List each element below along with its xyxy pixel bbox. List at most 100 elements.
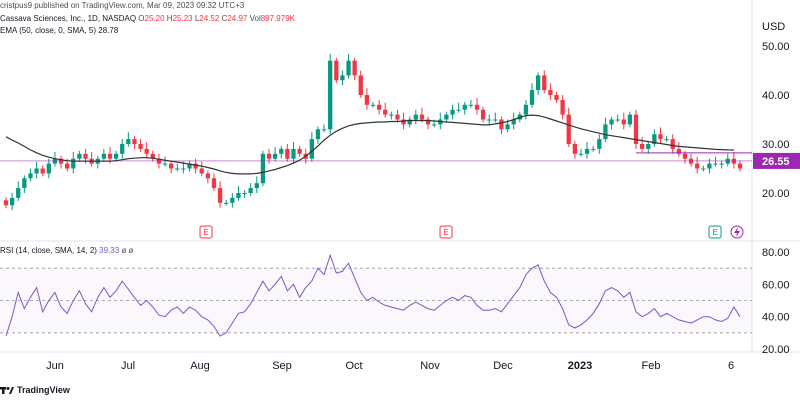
candle-body [211, 178, 217, 189]
candle-body [701, 168, 706, 170]
candle-body [505, 124, 510, 130]
earnings-letter: E [712, 228, 717, 237]
candle-body [707, 163, 712, 169]
volume-label: Vol [249, 14, 261, 23]
candle-body [279, 148, 284, 154]
candle-body [364, 95, 370, 105]
candle-body [162, 163, 168, 165]
candle-body [126, 139, 131, 144]
candle-body [383, 109, 388, 115]
ema-legend[interactable]: EMA (50, close, 0, SMA, 5) 28.78 [0, 25, 118, 37]
candle-body [511, 119, 516, 125]
candle-body [144, 148, 149, 154]
earnings-icon [708, 225, 722, 239]
candle-body [493, 119, 498, 121]
ema-label: EMA (50, close, 0, SMA, 5) [0, 26, 97, 35]
rsi-tick-label: 60.00 [762, 279, 790, 291]
candle-body [603, 124, 608, 140]
candle-body [71, 158, 76, 169]
candle-body [291, 148, 296, 159]
candle-body [132, 139, 137, 144]
candle-body [676, 148, 681, 154]
ema-line-group [5, 114, 734, 175]
rsi-bands [0, 267, 752, 334]
earnings-letter: E [443, 228, 448, 237]
candle-body [480, 109, 486, 120]
candle-body [224, 202, 229, 204]
candle-body [169, 163, 174, 169]
earnings-icon [199, 225, 213, 239]
candle-body [542, 75, 547, 91]
candle-body [205, 173, 210, 179]
candle-body [120, 144, 125, 154]
candle-body [621, 119, 626, 125]
axes: USD 50.00 40.00 30.00 20.00 26.55 80.00 60.00 40… [46, 21, 800, 372]
open-label: O [138, 14, 145, 23]
candle-body [395, 114, 400, 120]
publisher-line: cristpus9 published on TradingView.com, … [0, 1, 245, 10]
candle-body [248, 188, 253, 193]
ema-line [5, 114, 734, 175]
candle-body [670, 139, 675, 149]
candle-body [566, 114, 571, 144]
candle-body [22, 178, 27, 189]
candle-body [456, 109, 461, 111]
candle-body [285, 148, 290, 159]
volume-value: 897.979K [260, 14, 295, 23]
candle-body [474, 104, 480, 110]
horizontal-line[interactable] [0, 152, 752, 162]
candle-body [450, 109, 455, 115]
last-price-label: 26.55 [762, 156, 790, 168]
candle-body [389, 114, 394, 116]
candle-body [529, 90, 535, 105]
candle-body [352, 60, 357, 76]
candle-body [77, 153, 82, 159]
candle-body [16, 188, 21, 198]
candle-body [444, 114, 449, 120]
symbol-title: Cassava Sciences, Inc., 1D, NASDAQ [0, 14, 137, 23]
candle-body [107, 153, 113, 159]
candle-body [181, 168, 186, 170]
high-label: H [166, 14, 173, 23]
candle-body [572, 144, 577, 154]
rsi-line-group [5, 253, 741, 337]
candle-body [230, 197, 235, 203]
candle-body [266, 153, 272, 159]
candle-body [591, 148, 596, 150]
candle-body [682, 153, 688, 159]
candle-body [334, 60, 339, 81]
candle-body [65, 163, 70, 169]
candle-body [254, 183, 259, 189]
candle-body [462, 104, 467, 110]
earnings-icon [439, 225, 453, 239]
candle-body [236, 193, 241, 198]
candle-body [150, 153, 155, 159]
candle-body [713, 163, 718, 165]
candle-body [175, 168, 180, 170]
time-axis-label: Aug [190, 360, 210, 372]
candle-body [432, 124, 437, 126]
time-axis-label: Jul [121, 360, 135, 372]
candle-body [407, 119, 412, 125]
price-tick-label: 20.00 [762, 188, 790, 200]
candle-body [315, 129, 321, 140]
candle-body [113, 153, 119, 159]
candle-body [83, 153, 88, 159]
candles [3, 53, 743, 211]
footer: TradingView [0, 382, 70, 398]
candle-body [358, 75, 363, 95]
rsi-legend[interactable]: RSI (14, close, SMA, 14, 2) 39.33 ø ø [0, 245, 133, 257]
candle-body [101, 153, 107, 159]
symbol-legend[interactable]: Cassava Sciences, Inc., 1D, NASDAQ O 25.2… [0, 13, 295, 25]
candle-body [419, 114, 425, 120]
price-tick-label: 50.00 [762, 41, 790, 53]
last-price-tag [753, 152, 800, 169]
candle-body [376, 104, 382, 110]
lightning-glyph [734, 227, 740, 237]
candle-body [217, 188, 223, 203]
candle-body [46, 163, 51, 174]
high-value: 25.23 [172, 14, 193, 23]
time-axis-label: 2023 [568, 360, 592, 372]
candle-body [413, 114, 418, 120]
